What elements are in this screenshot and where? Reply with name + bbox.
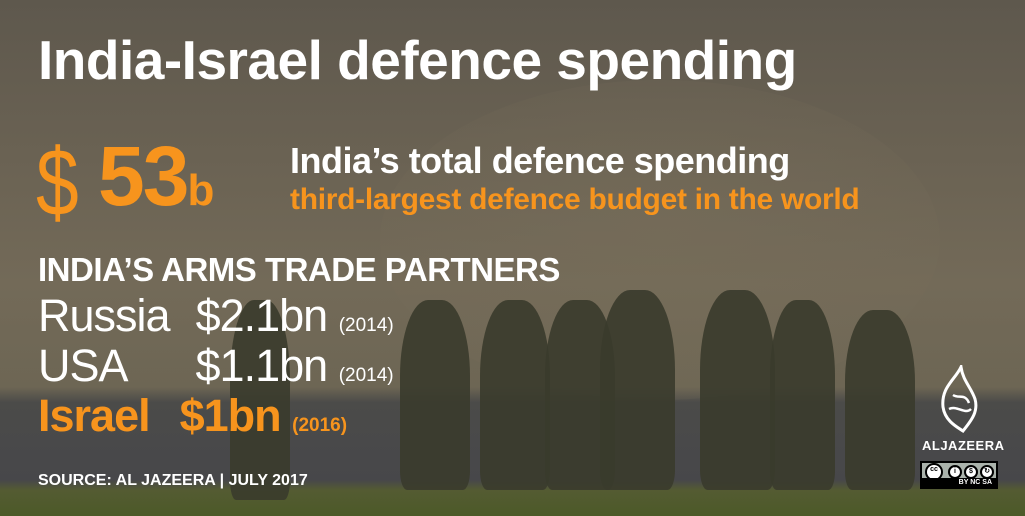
soldier-silhouette [600,290,675,490]
partner-row-israel: Israel $1bn (2016) [38,390,347,442]
year: (2014) [338,315,394,336]
page-title: India-Israel defence spending [38,29,797,91]
brand-name: ALJAZEERA [922,438,1005,453]
headline-line2: third-largest defence budget in the worl… [290,183,860,216]
soldier-silhouette [700,290,775,490]
value: $1.1bn [195,340,329,391]
soldier-silhouette [480,300,550,490]
soldier-silhouette [845,310,915,490]
country: USA [38,340,129,391]
source-note: SOURCE: AL JAZEERA | JULY 2017 [38,472,308,489]
partner-row-usa: USA $1.1bn (2014) [38,340,394,392]
headline-currency: $ [36,129,79,236]
soldier-silhouette [230,300,290,500]
headline-line1: India’s total defence spending [290,140,790,181]
soldier-silhouette [770,300,835,490]
country: Russia [38,290,171,341]
amount-unit: b [187,166,215,215]
license-label: BY NC SA [922,478,996,487]
country: Israel [38,390,151,441]
partner-row-russia: Russia $2.1bn (2014) [38,290,394,342]
creative-commons-icon: cc i $ ↻ BY NC SA [920,461,998,489]
year: (2016) [292,415,348,436]
soldier-silhouette [400,300,470,490]
value: $2.1bn [195,290,329,341]
aljazeera-logo-icon [935,361,983,435]
headline-amount: 53b [98,128,214,225]
amount-value: 53 [98,129,189,223]
value: $1bn [179,390,282,441]
partners-heading: INDIA’S ARMS TRADE PARTNERS [38,251,560,288]
year: (2014) [338,365,394,386]
